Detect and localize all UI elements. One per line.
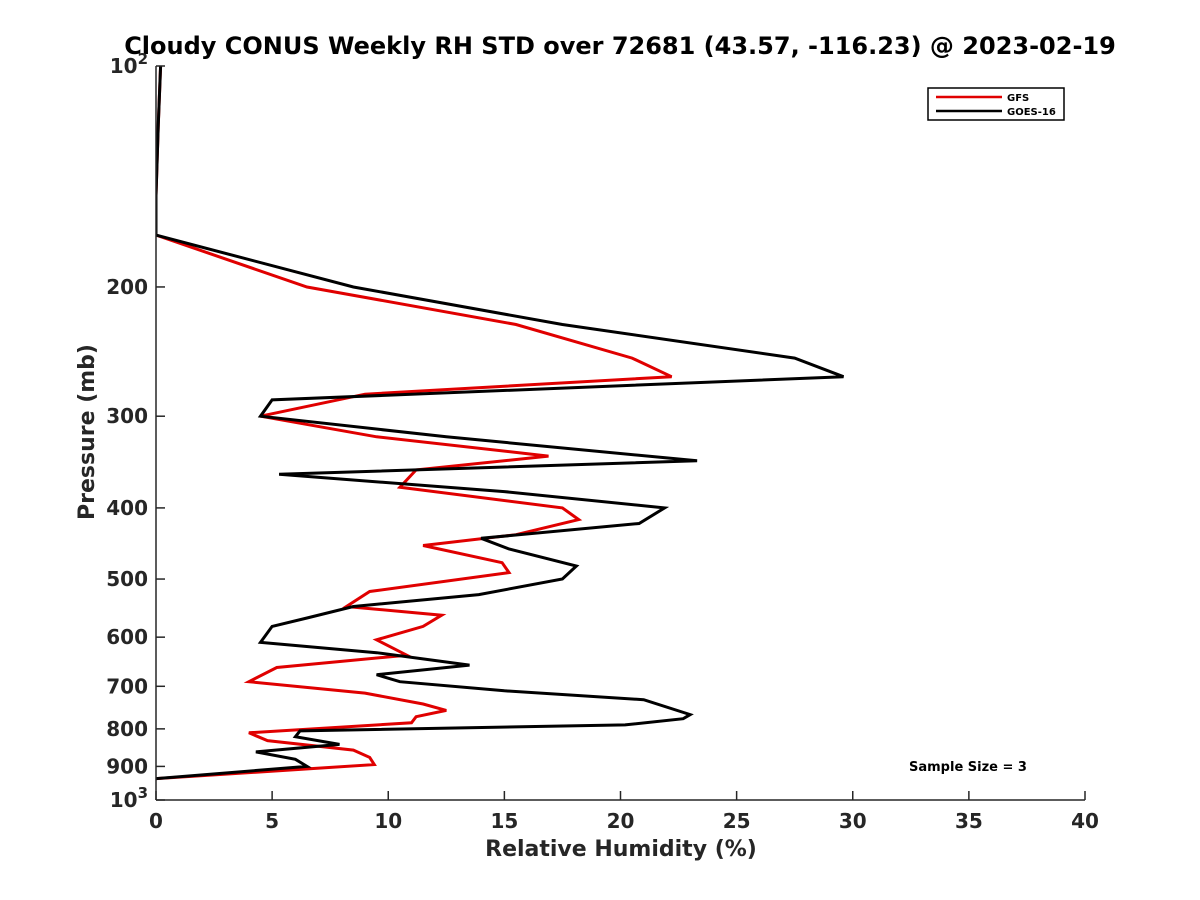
y-tick-label: 600: [106, 625, 148, 649]
y-tick-label: 103: [110, 784, 148, 812]
y-axis-label: Pressure (mb): [75, 344, 100, 520]
y-tick-label: 500: [106, 567, 148, 591]
y-tick-label: 800: [106, 717, 148, 741]
y-tick-label: 900: [106, 754, 148, 778]
series-line-goes-16: [156, 66, 845, 781]
x-axis-ticks: 0 5 10 15 20 25 30 35 40: [149, 791, 1099, 833]
x-tick-label: 0: [149, 809, 163, 833]
x-tick-label: 25: [723, 809, 751, 833]
x-tick-label: 15: [490, 809, 518, 833]
y-tick-label: 400: [106, 496, 148, 520]
legend: GFS GOES-16: [927, 87, 1065, 121]
legend-label-goes-16: GOES-16: [1007, 107, 1056, 118]
x-tick-label: 35: [955, 809, 983, 833]
y-tick-label: 300: [106, 404, 148, 428]
sample-size-annotation: Sample Size = 3: [909, 760, 1027, 775]
x-tick-label: 20: [607, 809, 635, 833]
x-tick-label: 30: [839, 809, 867, 833]
chart-title: Cloudy CONUS Weekly RH STD over 72681 (4…: [124, 32, 1116, 60]
series-line-gfs: [156, 66, 673, 781]
axes: [155, 66, 1085, 801]
y-tick-label: 102: [110, 50, 148, 78]
y-axis-ticks: 102 200 300 400 500 600 700 800 900 103: [106, 50, 165, 812]
x-axis-label: Relative Humidity (%): [485, 837, 757, 862]
y-tick-label: 700: [106, 674, 148, 698]
x-tick-label: 5: [265, 809, 279, 833]
x-tick-label: 40: [1071, 809, 1099, 833]
x-tick-label: 10: [374, 809, 402, 833]
y-tick-label: 200: [106, 275, 148, 299]
legend-box: [927, 87, 1065, 121]
legend-label-gfs: GFS: [1007, 93, 1029, 104]
plot-area: [156, 66, 845, 781]
